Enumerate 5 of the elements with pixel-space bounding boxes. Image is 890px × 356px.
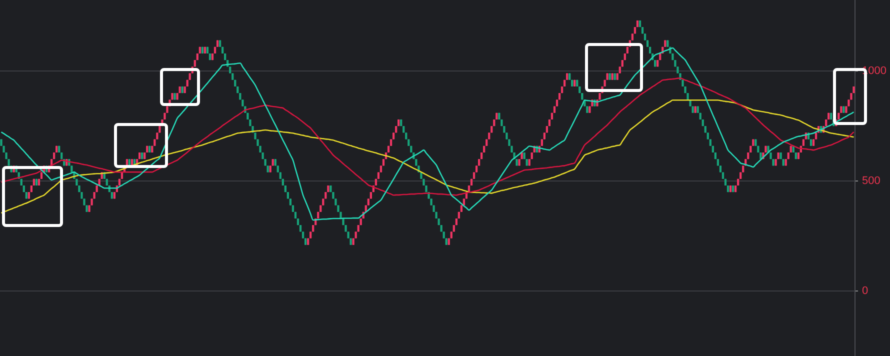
- y-tick-label: 500: [862, 175, 880, 188]
- line-series: [0, 99, 854, 214]
- line-series: [0, 47, 854, 221]
- line-series: [0, 77, 854, 196]
- y-tick-label: 0: [862, 285, 868, 298]
